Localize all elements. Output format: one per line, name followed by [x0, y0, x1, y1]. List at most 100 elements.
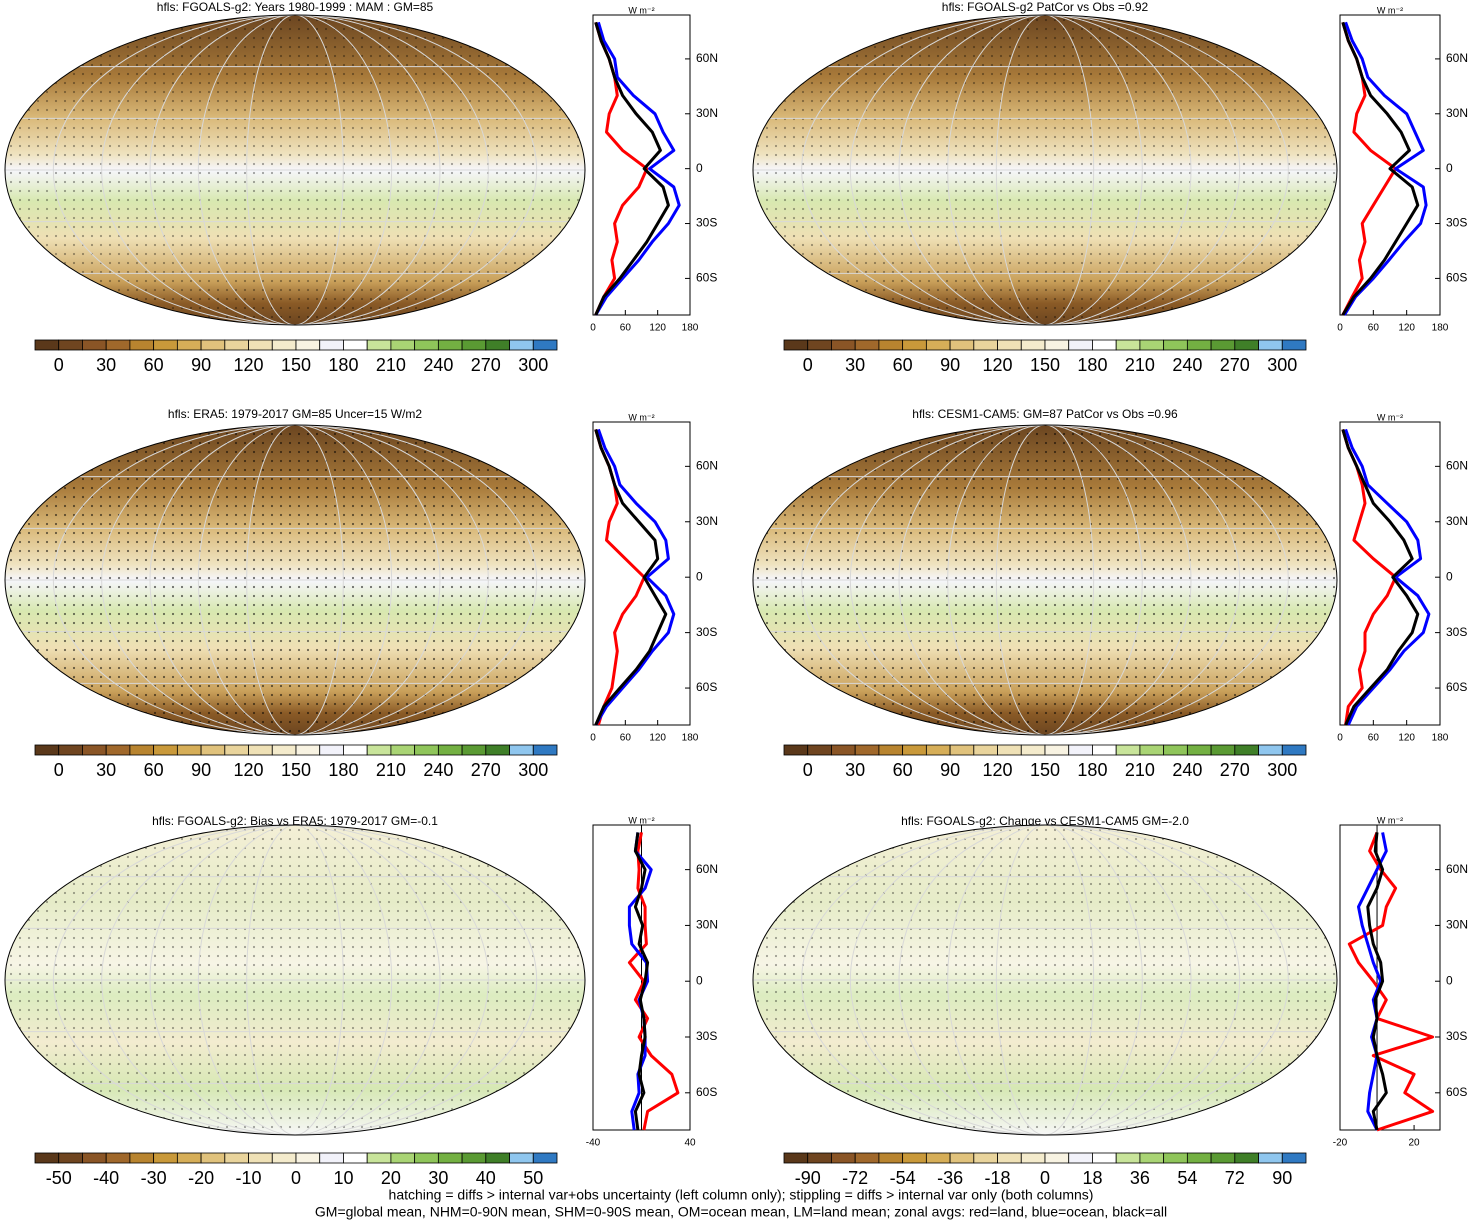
colorbar-label: 300: [518, 355, 548, 375]
colorbar-label: 90: [191, 355, 211, 375]
colorbar-box: [509, 339, 534, 351]
colorbar-box: [878, 339, 904, 351]
colorbar-box: [414, 339, 439, 351]
map-border: [752, 424, 1338, 736]
colorbar-box: [1044, 339, 1070, 351]
colorbar-box: [1020, 1152, 1046, 1164]
colorbar-box: [485, 744, 510, 756]
colorbar-box: [271, 744, 297, 756]
panel-title: hfls: ERA5: 1979-2017 GM=85 Uncer=15 W/m…: [168, 407, 422, 421]
colorbar-label: -20: [188, 1168, 214, 1188]
y-tick-label: 60S: [1446, 680, 1467, 694]
colorbar-label: 90: [940, 760, 960, 780]
y-tick-label: 60N: [1446, 459, 1468, 473]
colorbar-label: 180: [328, 355, 358, 375]
y-tick-label: 60S: [1446, 1085, 1467, 1099]
colorbar-box: [295, 1152, 321, 1164]
colorbar-box: [1186, 1152, 1212, 1164]
plot-frame: [592, 14, 691, 316]
units-label: W m⁻²: [628, 412, 654, 422]
colorbar-label: 120: [234, 355, 264, 375]
map-border: [752, 824, 1338, 1136]
x-tick-label: 0: [590, 323, 596, 334]
colorbar-label: 60: [893, 355, 913, 375]
colorbar-box: [390, 1152, 416, 1164]
y-tick-label: 30S: [696, 216, 717, 230]
colorbar-label: 10: [333, 1168, 353, 1188]
plot-frame: [1339, 421, 1441, 726]
map: [4, 14, 586, 326]
map-body: [753, 425, 1337, 735]
colorbar-label: -18: [985, 1168, 1011, 1188]
colorbar-label: 240: [423, 355, 453, 375]
colorbar-box: [414, 1152, 439, 1164]
colorbar-box: [1210, 339, 1236, 351]
colorbar-box: [224, 1152, 249, 1164]
colorbar-label: -30: [141, 1168, 167, 1188]
y-tick-label: 30S: [1446, 1029, 1467, 1043]
zonal-line: [1366, 832, 1388, 1131]
y-tick-label: 60S: [696, 1085, 717, 1099]
colorbar-label: -72: [842, 1168, 868, 1188]
map-border: [4, 14, 586, 326]
colorbar-box: [807, 744, 832, 756]
colorbar-box: [34, 744, 60, 756]
colorbar-box: [105, 744, 131, 756]
colorbar-box: [1163, 339, 1188, 351]
zonal-line: [594, 428, 676, 726]
colorbar-box: [1234, 744, 1259, 756]
colorbar-box: [1115, 1152, 1141, 1164]
colorbar-box: [461, 339, 487, 351]
zonal-line: [594, 21, 649, 316]
y-tick-label: 60N: [696, 862, 718, 876]
colorbar-label: 30: [96, 355, 116, 375]
colorbar-box: [271, 1152, 297, 1164]
colorbar-box: [783, 1152, 809, 1164]
y-tick-label: 30S: [696, 1029, 717, 1043]
map-body: [5, 425, 585, 735]
colorbar-box: [1139, 1152, 1165, 1164]
colorbar-label: 90: [1272, 1168, 1292, 1188]
units-label: W m⁻²: [628, 815, 654, 825]
y-tick-label: 30N: [696, 514, 718, 528]
colorbar-box: [390, 744, 416, 756]
colorbar-box: [176, 1152, 202, 1164]
colorbar-box: [878, 744, 904, 756]
colorbar-label: 270: [471, 760, 501, 780]
colorbar-label: 270: [471, 355, 501, 375]
zonal-line: [627, 832, 653, 1131]
colorbar-box: [200, 339, 226, 351]
colorbar-box: [1258, 1152, 1283, 1164]
y-tick-label: 30N: [696, 106, 718, 120]
colorbar-box: [1115, 744, 1141, 756]
colorbar-box: [153, 1152, 178, 1164]
colorbar-box: [532, 1152, 558, 1164]
colorbar-box: [997, 339, 1022, 351]
colorbar-label: 0: [803, 760, 813, 780]
map: [752, 14, 1338, 326]
colorbar-box: [925, 339, 951, 351]
y-tick-label: 0: [696, 569, 703, 583]
map: [4, 424, 586, 736]
y-tick-label: 60N: [1446, 51, 1468, 65]
colorbar-box: [1092, 744, 1117, 756]
map-border: [4, 424, 586, 736]
colorbar-box: [437, 339, 463, 351]
colorbar-box: [1281, 1152, 1307, 1164]
colorbar-label: 0: [54, 355, 64, 375]
colorbar-box: [366, 339, 392, 351]
zonal-line: [1341, 21, 1420, 316]
colorbar-label: 0: [803, 355, 813, 375]
colorbar-box: [1115, 339, 1141, 351]
colorbar-box: [34, 339, 60, 351]
colorbar-label: 270: [1220, 760, 1250, 780]
colorbar-box: [366, 744, 392, 756]
colorbar-label: 60: [144, 355, 164, 375]
colorbar-box: [319, 744, 344, 756]
colorbar-box: [509, 744, 534, 756]
y-tick-label: 60N: [696, 51, 718, 65]
x-tick-label: 180: [1432, 323, 1449, 334]
colorbar-box: [390, 339, 416, 351]
colorbar-box: [1163, 744, 1188, 756]
